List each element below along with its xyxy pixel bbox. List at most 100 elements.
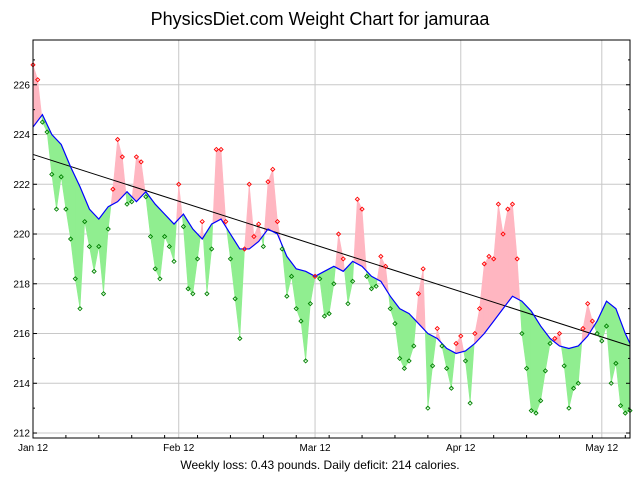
weight-point [63, 206, 69, 212]
weight-point [279, 246, 285, 252]
below-trend-fill [187, 220, 194, 295]
weight-point [566, 405, 572, 411]
weight-point [420, 266, 426, 272]
weight-point [552, 335, 558, 342]
weight-point [152, 266, 158, 272]
below-trend-fill [324, 268, 330, 317]
weight-point [67, 236, 74, 242]
weight-point [425, 405, 431, 411]
weight-point [223, 218, 229, 225]
regression-line [32, 153, 631, 347]
weight-point [284, 293, 290, 299]
weight-point [180, 223, 187, 230]
below-trend-fill [620, 320, 626, 415]
weight-point [213, 146, 219, 153]
trend-line [32, 113, 631, 355]
weight-point [514, 256, 520, 262]
weight-point [72, 276, 78, 282]
weight-point [293, 306, 299, 312]
weight-point [476, 306, 483, 312]
weight-point [82, 218, 88, 225]
below-trend-fill [530, 310, 537, 414]
weight-point [495, 201, 502, 207]
weight-point [585, 301, 591, 307]
weight-point [105, 226, 111, 232]
y-tick-label: 220 [13, 230, 30, 241]
weight-point [77, 306, 83, 312]
weight-point [528, 408, 534, 414]
x-tick-label: Feb 12 [163, 443, 195, 454]
weight-point [345, 301, 351, 307]
weight-point [603, 323, 610, 329]
weight-point [570, 385, 577, 391]
weight-point [147, 233, 154, 240]
weight-point [260, 243, 266, 250]
weight-point [392, 320, 398, 327]
weight-point [505, 206, 511, 212]
weight-point [246, 181, 252, 187]
weight-point [96, 243, 102, 250]
weight-point [199, 218, 205, 225]
weight-point [91, 268, 97, 274]
weight-point [265, 179, 271, 185]
weight-point [599, 338, 605, 344]
weight-point [138, 159, 144, 165]
above-trend-fill [488, 255, 494, 329]
weight-point [500, 231, 506, 237]
weight-point [218, 146, 224, 153]
x-tick-label: May 12 [585, 443, 618, 454]
weight-point [171, 258, 177, 265]
weight-point [326, 310, 332, 317]
weight-point [519, 330, 525, 337]
weight-point [406, 358, 412, 364]
weight-point [556, 330, 563, 337]
weight-point [331, 281, 337, 287]
weight-point [397, 355, 403, 362]
weight-point [439, 343, 445, 349]
weight-point [232, 296, 238, 302]
weight-point [589, 318, 596, 324]
lines [32, 113, 631, 355]
weight-point [575, 380, 581, 386]
x-tick-label: Mar 12 [299, 443, 331, 454]
chart-footer: Weekly loss: 0.43 pounds. Daily deficit:… [180, 458, 460, 472]
weight-point [434, 325, 440, 332]
y-tick-label: 212 [13, 429, 30, 440]
weight-point [227, 256, 234, 262]
weight-point [467, 400, 473, 406]
weight-point [143, 194, 149, 200]
weight-point [119, 154, 125, 160]
weight-point [208, 246, 215, 252]
weight-point [133, 154, 140, 160]
weight-point [321, 313, 328, 319]
plot-frame [32, 39, 631, 439]
weight-point [444, 365, 450, 371]
chart-title: PhysicsDiet.com Weight Chart for jamuraa [150, 9, 490, 29]
weight-point [350, 278, 356, 284]
weight-point [194, 256, 201, 262]
weight-point [411, 343, 417, 349]
weight-point [594, 330, 600, 337]
weight-point [298, 318, 304, 324]
weight-point [86, 243, 93, 250]
weight-point [270, 166, 276, 172]
weight-point [340, 256, 346, 262]
weight-point [251, 233, 257, 240]
weight-point [204, 291, 210, 297]
weight-point [237, 335, 243, 342]
weight-point [124, 201, 130, 207]
weight-point [274, 218, 281, 225]
weight-point [373, 283, 379, 289]
weight-point [387, 306, 393, 312]
weight-point [542, 368, 549, 374]
weight-point [359, 206, 365, 212]
axes: 212 214 216 218 220 222 224 226 Jan 12 Feb 12 Mar … [13, 59, 630, 454]
weight-point [317, 276, 323, 282]
weight-point [53, 206, 60, 212]
above-trend-fill [216, 149, 222, 223]
weight-point [114, 136, 121, 143]
weight-point [509, 201, 516, 207]
weight-point [368, 286, 375, 292]
weight-point [580, 325, 586, 332]
